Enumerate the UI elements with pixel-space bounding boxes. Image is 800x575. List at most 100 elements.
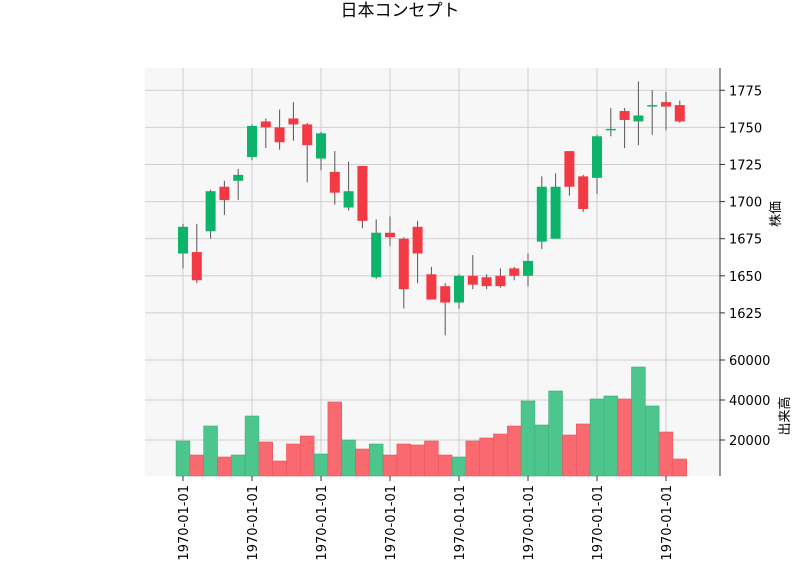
- candle: [509, 266, 520, 281]
- candle: [302, 122, 313, 183]
- volume-bar: [534, 424, 550, 477]
- candle-body: [233, 174, 244, 181]
- volume-bar: [465, 440, 480, 477]
- price-tick-label: 1725: [729, 158, 762, 173]
- volume-bar: [396, 443, 411, 477]
- volume-bar: [562, 434, 577, 477]
- chart-title: 日本コンセプト: [341, 1, 460, 21]
- candle: [536, 176, 547, 250]
- candle-body: [247, 125, 257, 158]
- volume-panel: 20000 40000 60000: [145, 350, 770, 477]
- volume-tick-label: 40000: [729, 394, 770, 409]
- x-tick-label: 1970-01-01: [522, 485, 537, 561]
- candle: [592, 134, 602, 195]
- candle: [523, 253, 533, 287]
- candle-body: [371, 232, 382, 278]
- volume-bar: [520, 400, 536, 477]
- candle-body: [260, 121, 271, 128]
- volume-bar: [479, 437, 494, 477]
- candle-body: [509, 268, 520, 276]
- volume-bar: [355, 448, 370, 477]
- candle-body: [523, 260, 533, 276]
- x-tick-label: 1970-01-01: [453, 485, 468, 561]
- candle-body: [288, 118, 299, 125]
- volume-bar: [258, 441, 273, 477]
- volume-bar: [327, 401, 342, 477]
- candle: [426, 266, 437, 300]
- candle: [288, 102, 299, 141]
- x-tick-label: 1970-01-01: [315, 485, 330, 561]
- volume-bar: [272, 460, 287, 477]
- candle: [343, 161, 354, 211]
- candle-body: [674, 105, 685, 122]
- x-tick-label: 1970-01-01: [660, 485, 675, 561]
- candle-body: [205, 191, 216, 232]
- price-panel: 1625 1650 1675 1700 1725 1750 1775: [145, 68, 762, 350]
- candle-body: [343, 191, 354, 208]
- candle: [316, 131, 326, 171]
- volume-bar: [189, 454, 204, 477]
- candle: [385, 216, 395, 247]
- volume-bar: [203, 425, 218, 477]
- volume-bar: [231, 454, 246, 477]
- x-tick-label: 1970-01-01: [246, 485, 261, 561]
- price-tick-label: 1700: [729, 196, 762, 211]
- candle: [178, 223, 188, 269]
- candle-body: [440, 286, 451, 303]
- candle: [605, 108, 616, 137]
- x-tick-label: 1970-01-01: [591, 485, 606, 561]
- volume-bar: [368, 443, 384, 477]
- candle-body: [412, 226, 423, 254]
- candle-body: [274, 127, 285, 143]
- candle-body: [564, 151, 575, 187]
- price-tick-label: 1625: [729, 307, 762, 322]
- candle-body: [495, 275, 506, 287]
- price-axis-label: 株価: [769, 201, 784, 227]
- volume-bar: [672, 458, 688, 477]
- candle: [633, 81, 644, 146]
- candle: [674, 100, 685, 123]
- candle-body: [592, 136, 602, 178]
- volume-bar: [217, 456, 232, 477]
- volume-bar: [313, 453, 329, 477]
- volume-bar: [658, 431, 674, 477]
- volume-bar: [644, 405, 660, 477]
- candle-body: [398, 238, 409, 290]
- volume-bar: [382, 454, 398, 477]
- candle: [578, 174, 589, 212]
- volume-bar: [617, 398, 632, 477]
- candle: [619, 108, 630, 149]
- volume-bar: [424, 440, 439, 477]
- volume-bar: [341, 439, 356, 477]
- candle: [398, 237, 409, 309]
- candle: [329, 151, 340, 205]
- candle: [219, 180, 230, 215]
- volume-bar: [437, 454, 453, 477]
- candle: [191, 223, 202, 284]
- volume-bar: [603, 395, 619, 477]
- candle: [481, 274, 492, 290]
- candle-body: [454, 275, 464, 303]
- candle-body: [426, 274, 437, 300]
- candle-body: [467, 275, 478, 285]
- candle: [564, 151, 575, 196]
- volume-bar: [548, 390, 563, 477]
- price-tick-label: 1650: [729, 270, 762, 285]
- candle-body: [191, 252, 202, 281]
- price-tick-label: 1675: [729, 233, 762, 248]
- price-tick-label: 1775: [729, 84, 762, 99]
- candle: [647, 90, 658, 135]
- volume-bar: [631, 366, 646, 477]
- candle: [440, 283, 451, 336]
- candle-body: [329, 171, 340, 193]
- candle: [233, 168, 244, 201]
- candle: [247, 124, 257, 161]
- candle: [371, 219, 382, 279]
- candle: [550, 173, 561, 239]
- candle: [260, 118, 271, 149]
- candle: [495, 268, 506, 288]
- volume-bar: [451, 456, 467, 477]
- candle-body: [578, 176, 589, 209]
- volume-bar: [175, 440, 191, 477]
- candle: [454, 274, 464, 309]
